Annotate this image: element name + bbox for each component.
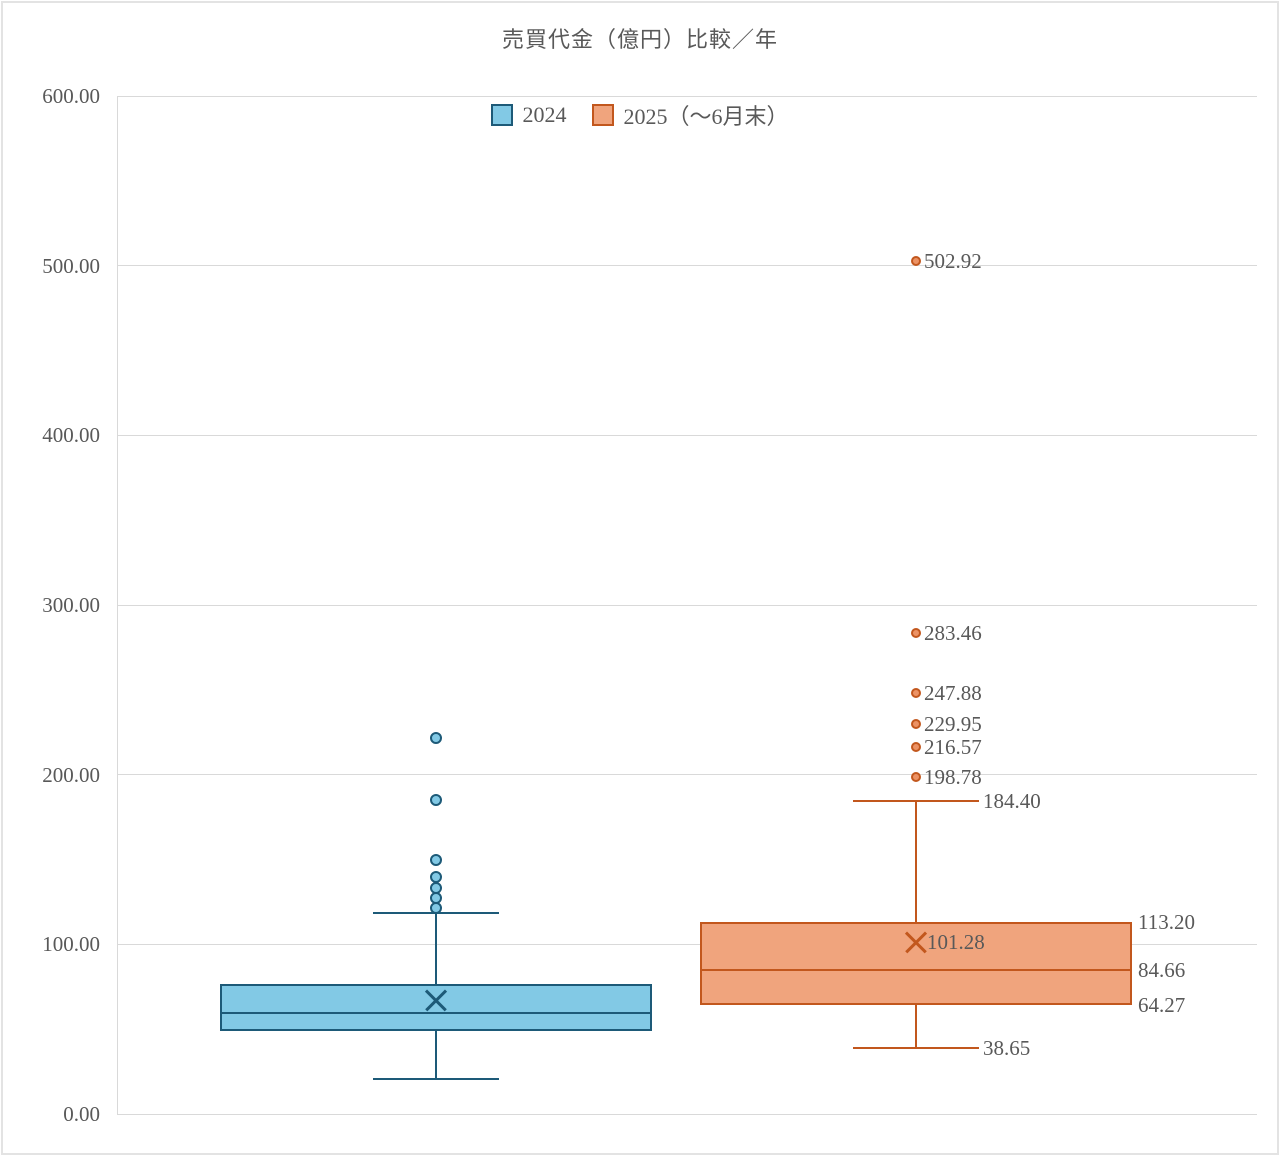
gridline: [117, 1113, 1257, 1115]
gridline: [117, 774, 1257, 776]
legend-label-2024: 2024: [522, 102, 567, 127]
gridline: [117, 434, 1257, 436]
legend: 2024 2025（～6月末）: [0, 99, 1280, 131]
outlier-dot: [430, 870, 442, 883]
whisker-cap-high: [853, 800, 979, 803]
legend-swatch-2024-icon: [491, 104, 514, 126]
gridline: [117, 943, 1257, 945]
outlier-dot: [911, 628, 921, 639]
outlier-dot: [911, 688, 921, 699]
y-axis-tick: 0.00: [63, 1102, 100, 1126]
legend-item-2024: 2024: [491, 102, 566, 128]
y-axis-tick: 500.00: [42, 253, 100, 278]
outlier-dot: [430, 732, 442, 745]
outlier-label: 216.57: [924, 734, 982, 759]
whisker-line-low: [915, 1004, 917, 1049]
whisker-line-low: [435, 1031, 437, 1080]
whisker-line-high: [915, 801, 917, 922]
median-line: [220, 1012, 652, 1015]
outlier-label: 502.92: [924, 248, 982, 273]
y-axis-tick: 300.00: [42, 593, 100, 617]
whisker-high-label: 184.40: [983, 789, 1041, 814]
outlier-dot: [430, 793, 442, 806]
gridline: [117, 604, 1257, 606]
outlier-dot: [911, 771, 921, 782]
outlier-label: 283.46: [924, 621, 982, 646]
q1-label: 64.27: [1138, 992, 1186, 1017]
outlier-dot: [911, 718, 921, 729]
y-axis-tick: 600.00: [42, 84, 100, 108]
whisker-cap-low: [853, 1047, 979, 1050]
q3-label: 113.20: [1138, 909, 1195, 934]
whisker-line-high: [435, 912, 437, 985]
outlier-dot: [430, 882, 442, 894]
y-axis-tick: 200.00: [42, 762, 100, 787]
legend-swatch-2025-icon: [592, 104, 615, 126]
y-axis-tick: 100.00: [42, 932, 100, 957]
whisker-cap-low: [373, 1078, 499, 1081]
mean-marker: [426, 990, 446, 1010]
outlier-dot: [911, 741, 921, 752]
mean-label: 101.28: [927, 930, 985, 955]
median-line: [700, 969, 1132, 972]
gridline: [117, 95, 1257, 97]
outlier-label: 198.78: [924, 764, 982, 789]
mean-marker: [906, 932, 926, 952]
outlier-dot: [430, 854, 442, 866]
median-label: 84.66: [1138, 958, 1186, 983]
y-axis-tick: 400.00: [42, 423, 100, 448]
outlier-label: 229.95: [924, 711, 982, 736]
legend-item-2025: 2025（～6月末）: [592, 99, 789, 131]
legend-label-2025: 2025（～6月末）: [623, 104, 789, 129]
outlier-label: 247.88: [924, 681, 982, 706]
gridline: [117, 265, 1257, 267]
whisker-low-label: 38.65: [983, 1036, 1031, 1061]
outlier-dot: [911, 255, 921, 266]
y-axis-line: [117, 96, 118, 1114]
chart-title: 売買代金（億円）比較／年: [501, 27, 778, 52]
